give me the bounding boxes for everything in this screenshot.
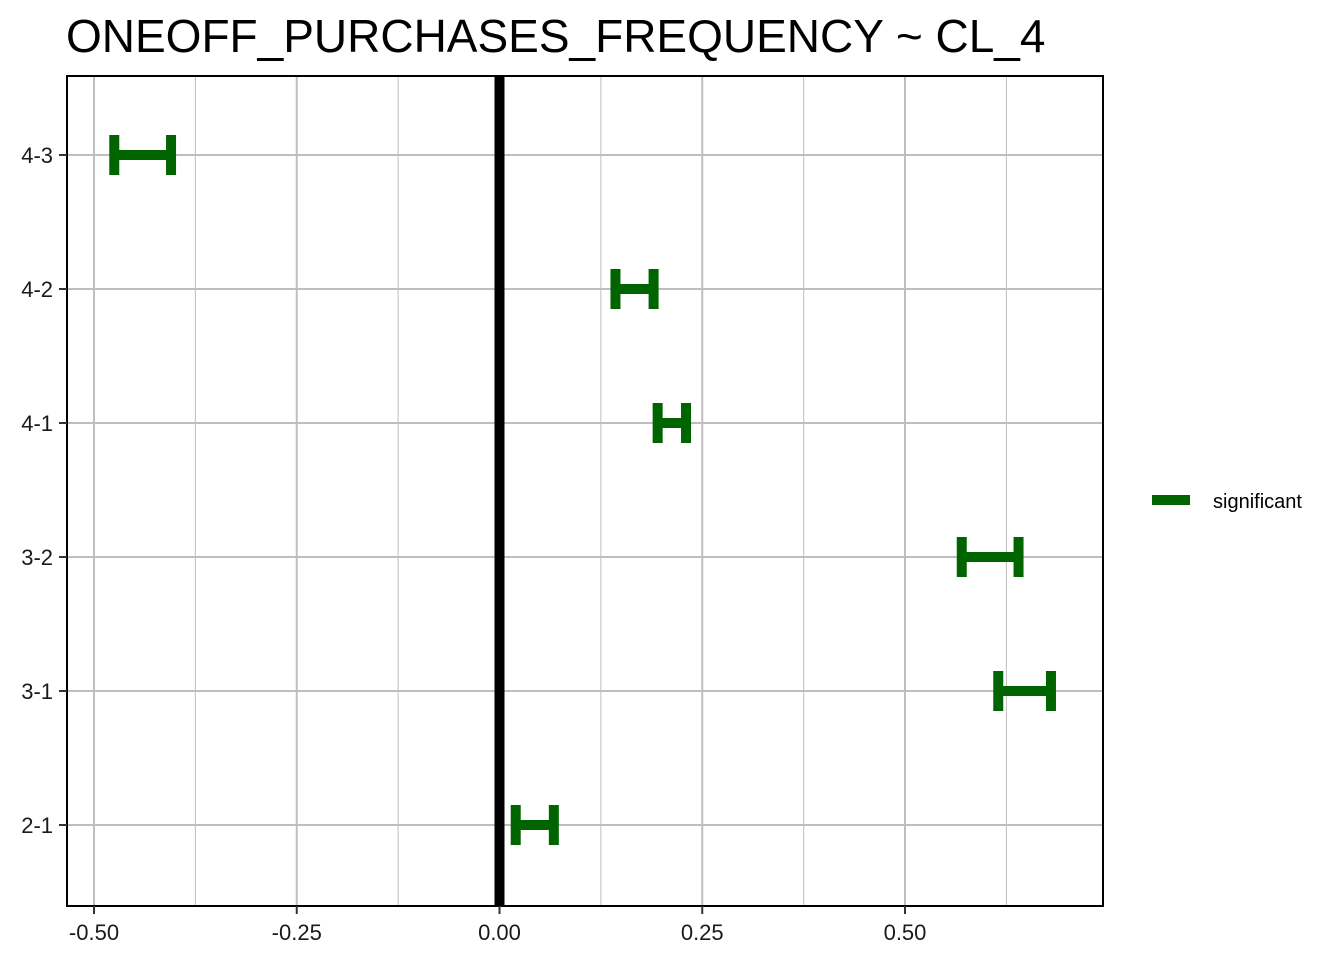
y-axis: 4-3 4-2 4-1 3-2 3-1 2-1 — [21, 143, 67, 838]
error-bar-4-3 — [109, 135, 177, 175]
error-bar-3-1 — [993, 671, 1056, 711]
grid-major — [67, 76, 1103, 906]
error-bar-2-1 — [510, 805, 559, 845]
error-bar-4-2 — [610, 269, 659, 309]
x-axis: -0.50 -0.25 0.00 0.25 0.50 — [69, 906, 926, 945]
legend: significant — [1152, 491, 1302, 513]
legend-label: significant — [1213, 491, 1302, 513]
y-tick-label: 3-2 — [21, 545, 53, 570]
error-bars — [109, 135, 1056, 845]
panel-border — [66, 75, 1104, 907]
y-tick-label: 4-1 — [21, 411, 53, 436]
y-tick-label: 4-3 — [21, 143, 53, 168]
y-tick-label: 4-2 — [21, 277, 53, 302]
x-tick-label: -0.25 — [272, 920, 322, 945]
grid-minor — [194, 76, 1007, 906]
y-tick-label: 3-1 — [21, 679, 53, 704]
error-bar-4-1 — [652, 403, 692, 443]
x-tick-label: -0.50 — [69, 920, 119, 945]
y-tick-label: 2-1 — [21, 813, 53, 838]
x-tick-label: 0.00 — [478, 920, 521, 945]
chart-title: ONEOFF_PURCHASES_FREQUENCY ~ CL_4 — [66, 10, 1045, 62]
x-tick-label: 0.25 — [681, 920, 724, 945]
error-bar-3-2 — [956, 537, 1024, 577]
x-tick-label: 0.50 — [884, 920, 927, 945]
